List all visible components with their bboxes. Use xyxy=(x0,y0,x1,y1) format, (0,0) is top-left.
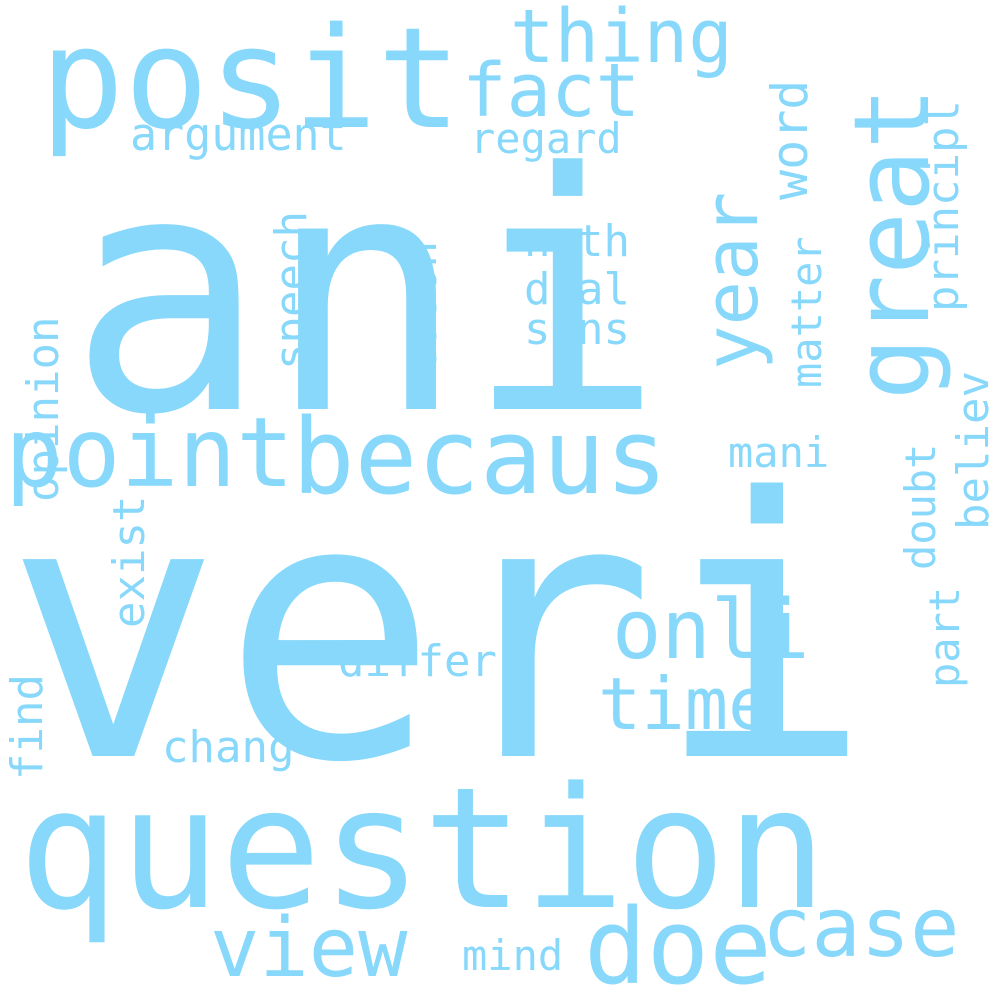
word-believ: believ xyxy=(948,371,999,530)
word-sens: sens xyxy=(524,304,630,355)
word-argument: argument xyxy=(130,108,347,161)
word-point: point xyxy=(5,397,294,509)
word-matter: matter xyxy=(782,236,831,388)
word-differ: differ xyxy=(338,636,497,687)
word-deal: deal xyxy=(524,264,630,315)
word-reason: reason xyxy=(396,241,447,400)
word-word: word xyxy=(761,79,819,200)
word-chang: chang xyxy=(162,722,295,773)
word-thing: thing xyxy=(510,0,733,80)
word-question: question xyxy=(18,751,828,947)
word-posit: posit xyxy=(40,0,462,161)
word-doe: doe xyxy=(584,886,772,1000)
word-mani: mani xyxy=(728,428,830,477)
word-part: part xyxy=(920,586,969,688)
word-case: case xyxy=(762,881,960,976)
word-exist: exist xyxy=(104,495,155,628)
word-noth: noth xyxy=(524,216,630,267)
word-becaus: becaus xyxy=(292,396,668,518)
word-opinion: opinion xyxy=(18,316,69,502)
word-veri: veri xyxy=(5,422,872,841)
word-regard: regard xyxy=(470,114,622,163)
word-ani: ani xyxy=(68,103,665,487)
word-time: time xyxy=(598,662,772,746)
word-year: year xyxy=(689,191,775,370)
word-mind: mind xyxy=(462,931,564,980)
word-find: find xyxy=(2,674,53,780)
word-fact: fact xyxy=(462,48,641,134)
word-doubt: doubt xyxy=(896,443,945,570)
word-principl: principl xyxy=(918,100,969,312)
word-view: view xyxy=(210,901,408,996)
word-speech: speech xyxy=(266,211,317,370)
word-onli: onli xyxy=(612,583,810,678)
